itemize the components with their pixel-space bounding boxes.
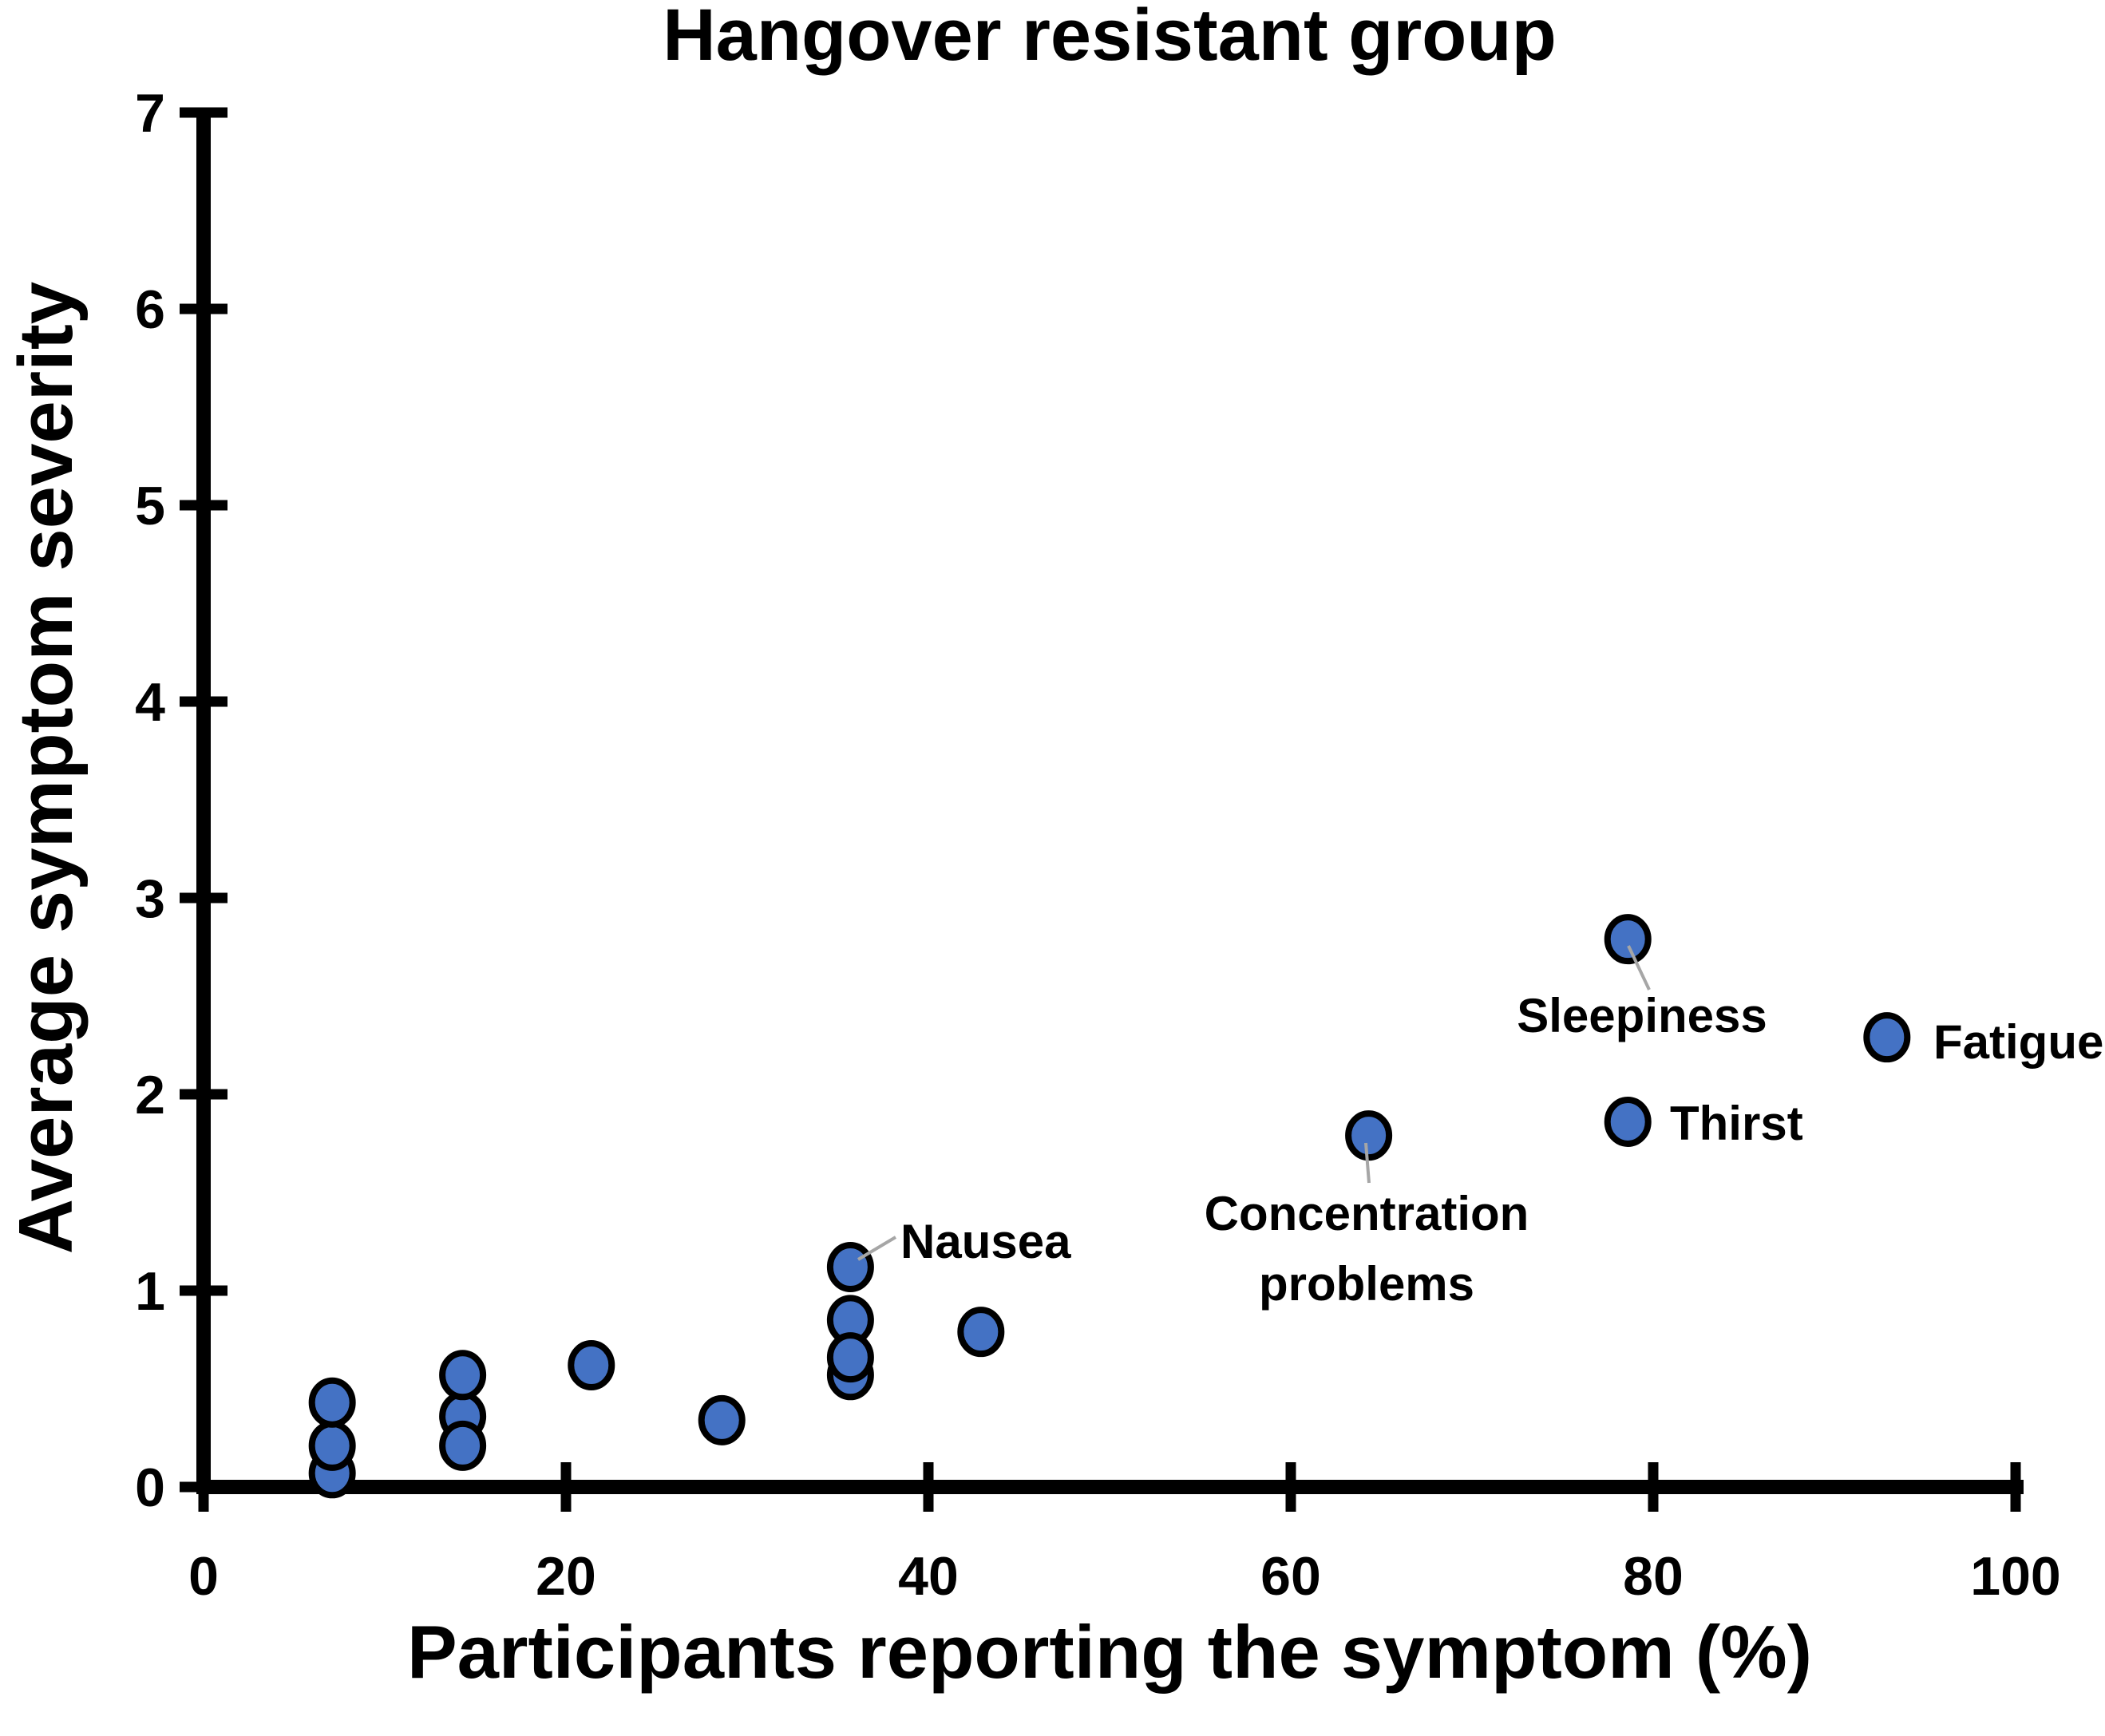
data-point xyxy=(568,1339,615,1390)
data-point xyxy=(308,1420,356,1471)
point-label: Concentration xyxy=(1205,1187,1529,1240)
data-point xyxy=(698,1394,746,1445)
data-point xyxy=(308,1377,356,1428)
label-leader-line xyxy=(1364,1142,1371,1184)
y-tick-label: 6 xyxy=(135,279,165,340)
data-point xyxy=(1604,914,1652,965)
y-tick-label: 0 xyxy=(135,1457,165,1518)
x-axis-title: Participants reporting the symptom (%) xyxy=(406,1610,1813,1694)
label-leader-line xyxy=(1627,945,1651,991)
x-tick-label: 20 xyxy=(536,1546,596,1607)
point-label: Thirst xyxy=(1670,1097,1803,1150)
x-tick-label: 40 xyxy=(898,1546,959,1607)
data-point xyxy=(826,1241,874,1292)
x-tick-label: 0 xyxy=(188,1546,219,1607)
y-tick-label: 3 xyxy=(135,868,165,929)
data-point xyxy=(826,1332,874,1383)
x-tick-label: 100 xyxy=(1970,1546,2060,1607)
data-point xyxy=(1604,1096,1652,1147)
y-tick-label: 1 xyxy=(135,1261,165,1322)
point-label: Sleepiness xyxy=(1517,989,1767,1042)
data-point xyxy=(957,1307,1005,1358)
data-point xyxy=(439,1420,487,1471)
label-leader-line xyxy=(857,1236,897,1261)
y-tick-label: 7 xyxy=(135,83,165,144)
y-tick-label: 5 xyxy=(135,476,165,536)
x-tick-label: 60 xyxy=(1260,1546,1321,1607)
chart-title: Hangover resistant group xyxy=(663,0,1557,76)
data-point xyxy=(1863,1012,1911,1063)
point-label: problems xyxy=(1259,1257,1474,1311)
data-point xyxy=(1345,1110,1393,1161)
point-label: Nausea xyxy=(900,1215,1071,1268)
data-point xyxy=(439,1350,487,1401)
x-tick-label: 80 xyxy=(1623,1546,1684,1607)
point-label: Fatigue xyxy=(1933,1015,2103,1069)
y-tick-label: 4 xyxy=(135,672,165,733)
y-tick-label: 2 xyxy=(135,1065,165,1125)
